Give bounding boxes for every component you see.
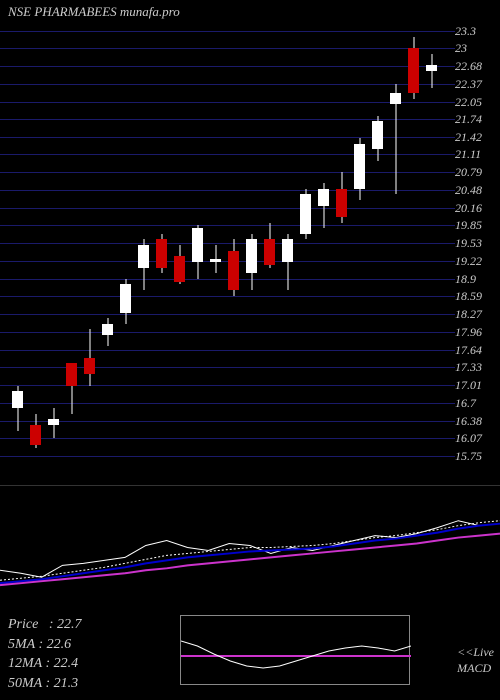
chart-header: NSE PHARMABEES munafa.pro <box>8 4 180 20</box>
y-tick-label: 17.96 <box>455 325 482 340</box>
y-tick-label: 19.22 <box>455 254 482 269</box>
y-tick-label: 18.27 <box>455 307 482 322</box>
ma50-stat: 50MA : 21.3 <box>8 674 82 694</box>
y-tick-label: 23 <box>455 41 467 56</box>
macd-label: <<Live MACD <box>457 645 494 676</box>
gridline <box>0 172 455 173</box>
gridline <box>0 102 455 103</box>
y-tick-label: 20.79 <box>455 165 482 180</box>
gridline <box>0 154 455 155</box>
y-tick-label: 17.64 <box>455 343 482 358</box>
ma5-stat: 5MA : 22.6 <box>8 635 82 655</box>
gridline <box>0 456 455 457</box>
y-tick-label: 22.68 <box>455 59 482 74</box>
gridline <box>0 84 455 85</box>
y-tick-label: 21.11 <box>455 147 481 162</box>
gridline <box>0 208 455 209</box>
stats-block: Price : 22.7 5MA : 22.6 12MA : 22.4 50MA… <box>8 615 82 693</box>
price-stat: Price : 22.7 <box>8 615 82 635</box>
gridline <box>0 421 455 422</box>
y-tick-label: 22.05 <box>455 95 482 110</box>
y-tick-label: 21.42 <box>455 130 482 145</box>
y-tick-label: 20.48 <box>455 183 482 198</box>
gridline <box>0 119 455 120</box>
gridline <box>0 350 455 351</box>
y-tick-label: 19.85 <box>455 218 482 233</box>
gridline <box>0 31 455 32</box>
y-tick-label: 16.07 <box>455 431 482 446</box>
gridline <box>0 66 455 67</box>
y-tick-label: 15.75 <box>455 449 482 464</box>
gridline <box>0 48 455 49</box>
y-axis-labels: 23.3 23 22.68 22.37 22.05 21.74 21.42 21.11 20.7… <box>455 20 498 470</box>
source-label: munafa.pro <box>120 4 180 19</box>
y-tick-label: 16.7 <box>455 396 476 411</box>
y-tick-label: 18.59 <box>455 289 482 304</box>
y-tick-label: 23.3 <box>455 24 476 39</box>
macd-line <box>181 641 411 668</box>
gridline <box>0 296 455 297</box>
gridline <box>0 438 455 439</box>
y-tick-label: 21.74 <box>455 112 482 127</box>
gridline <box>0 332 455 333</box>
gridline <box>0 403 455 404</box>
y-tick-label: 19.53 <box>455 236 482 251</box>
gridline <box>0 243 455 244</box>
y-tick-label: 17.33 <box>455 360 482 375</box>
y-tick-label: 17.01 <box>455 378 482 393</box>
gridline <box>0 225 455 226</box>
y-tick-label: 22.37 <box>455 77 482 92</box>
indicator-panel <box>0 485 500 605</box>
candlestick-chart <box>0 20 455 470</box>
gridline <box>0 190 455 191</box>
indicator-line-ma12 <box>0 524 500 584</box>
y-tick-label: 16.38 <box>455 414 482 429</box>
gridline <box>0 137 455 138</box>
y-tick-label: 18.9 <box>455 272 476 287</box>
macd-inset <box>180 615 410 685</box>
indicator-line-price <box>0 521 500 578</box>
indicator-line-ma50 <box>0 534 500 586</box>
gridline <box>0 314 455 315</box>
ticker-symbol: NSE PHARMABEES <box>8 4 117 19</box>
ma12-stat: 12MA : 22.4 <box>8 654 82 674</box>
y-tick-label: 20.16 <box>455 201 482 216</box>
